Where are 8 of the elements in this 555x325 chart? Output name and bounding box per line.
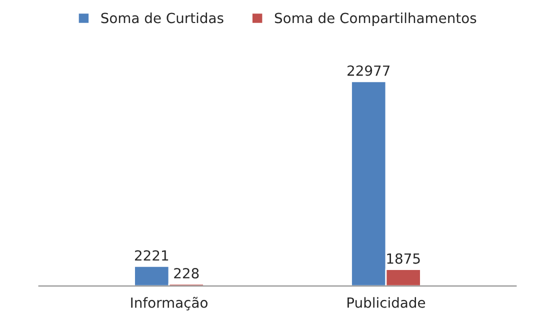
legend-label: Soma de Curtidas xyxy=(101,12,224,24)
legend-label: Soma de Compartilhamentos xyxy=(274,12,476,26)
x-tick-label: Informação xyxy=(131,296,208,310)
data-label: 228 xyxy=(174,268,199,278)
data-label: 2221 xyxy=(135,250,168,261)
x-tick-label: Publicidade xyxy=(348,297,426,308)
data-label: 22977 xyxy=(348,65,390,76)
data-label: 1875 xyxy=(387,253,420,264)
